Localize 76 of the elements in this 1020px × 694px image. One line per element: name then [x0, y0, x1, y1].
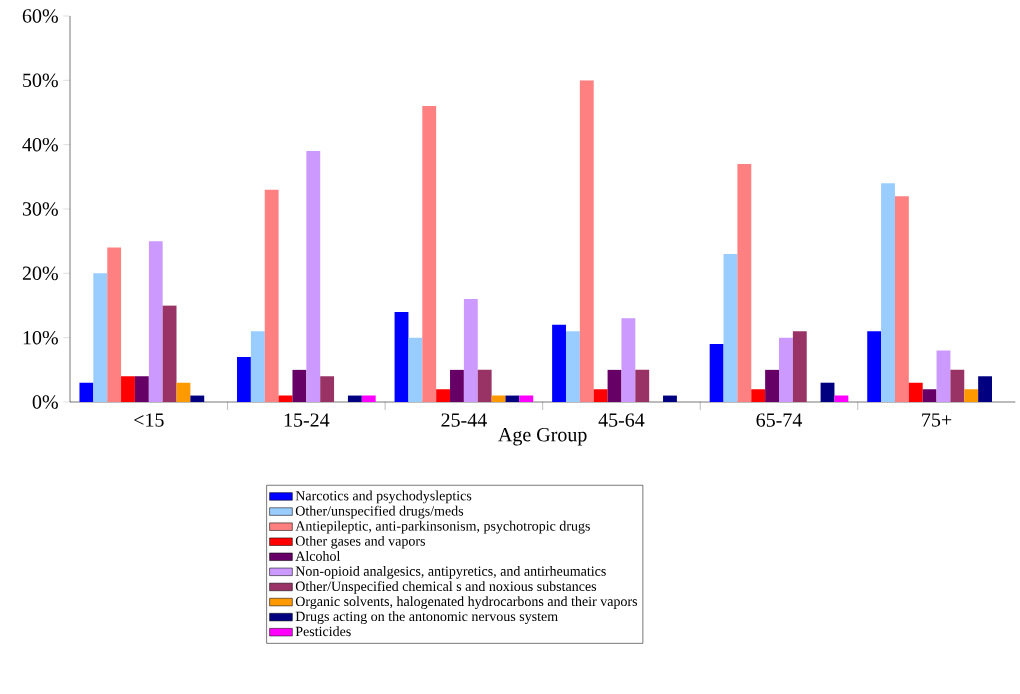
- bar: [579, 80, 594, 402]
- bar: [450, 369, 464, 402]
- bar: [361, 395, 376, 402]
- bar: [779, 337, 793, 402]
- legend-label: Drugs acting on the antonomic nervous system: [295, 611, 558, 624]
- bar: [394, 311, 409, 402]
- x-axis-title: Age Group: [498, 427, 587, 446]
- bar: [422, 106, 437, 402]
- bar: [867, 331, 882, 402]
- bar: [737, 163, 752, 402]
- bar: [477, 369, 492, 402]
- bar: [621, 318, 636, 402]
- bar: [936, 350, 951, 402]
- x-tick-label: 15-24: [284, 413, 330, 427]
- bar: [162, 305, 177, 402]
- bar: [834, 395, 849, 402]
- x-tick-label: 75+: [922, 413, 952, 427]
- bar: [107, 247, 122, 402]
- legend-label: Organic solvents, halogenated hydrocarbons and their vapors: [295, 596, 638, 609]
- bar: [176, 382, 191, 402]
- bar: [820, 382, 835, 402]
- legend-label: Other/unspecified drugs/meds: [295, 505, 464, 519]
- x-tick-label: 25-44: [441, 413, 487, 427]
- bar: [93, 273, 108, 402]
- bar: [635, 369, 650, 402]
- bar: [894, 196, 909, 402]
- bar: [505, 395, 520, 402]
- bar: [250, 331, 265, 402]
- bar: [709, 344, 724, 402]
- legend-label: Alcohol: [295, 550, 341, 561]
- bar: [792, 331, 807, 402]
- bar: [320, 376, 335, 402]
- legend-label: Non-opioid analgesics, antipyretics, and antirheumatics: [295, 565, 606, 579]
- bar: [347, 395, 362, 402]
- bar: [950, 369, 965, 402]
- bar: [978, 376, 993, 402]
- x-tick-label: <15: [134, 413, 164, 427]
- bar: [237, 356, 251, 402]
- bar: [723, 254, 738, 402]
- bar: [908, 382, 923, 402]
- legend-label: Pesticides: [295, 626, 351, 637]
- bar: [190, 395, 205, 402]
- bar: [552, 324, 566, 402]
- bar: [264, 189, 279, 402]
- bar: [292, 369, 307, 402]
- y-tick-label: 40%: [22, 137, 58, 152]
- legend-label: Other/Unspecified chemical s and noxious substances: [295, 581, 597, 594]
- bar: [408, 337, 423, 402]
- bar: [765, 369, 779, 402]
- bar: [565, 331, 580, 402]
- bar: [751, 389, 766, 402]
- y-tick-label: 50%: [23, 73, 58, 88]
- bar: [134, 376, 149, 402]
- bar: [436, 389, 451, 402]
- bar: [881, 183, 895, 402]
- bar: [922, 389, 937, 402]
- y-tick-label: 60%: [22, 9, 58, 23]
- x-tick-label: 65-74: [756, 413, 803, 427]
- legend-label: Antiepileptic, anti-parkinsonism, psychotropic drugs: [295, 520, 590, 534]
- bar: [121, 376, 135, 402]
- bar: [663, 395, 677, 402]
- legend-label: Other gases and vapors: [295, 535, 425, 549]
- y-tick-label: 0%: [32, 395, 58, 409]
- x-tick-label: 45-64: [598, 413, 645, 427]
- legend-label: Narcotics and psychodysleptics: [295, 490, 472, 504]
- y-tick-label: 10%: [23, 330, 58, 345]
- y-tick-label: 30%: [22, 202, 58, 216]
- bar: [519, 395, 534, 402]
- bar: [463, 299, 478, 402]
- bar: [79, 382, 94, 402]
- bar: [593, 389, 608, 402]
- y-tick-label: 20%: [22, 266, 58, 281]
- bar: [607, 369, 622, 402]
- bar: [964, 389, 979, 402]
- bar: [148, 241, 163, 402]
- bar: [306, 151, 321, 402]
